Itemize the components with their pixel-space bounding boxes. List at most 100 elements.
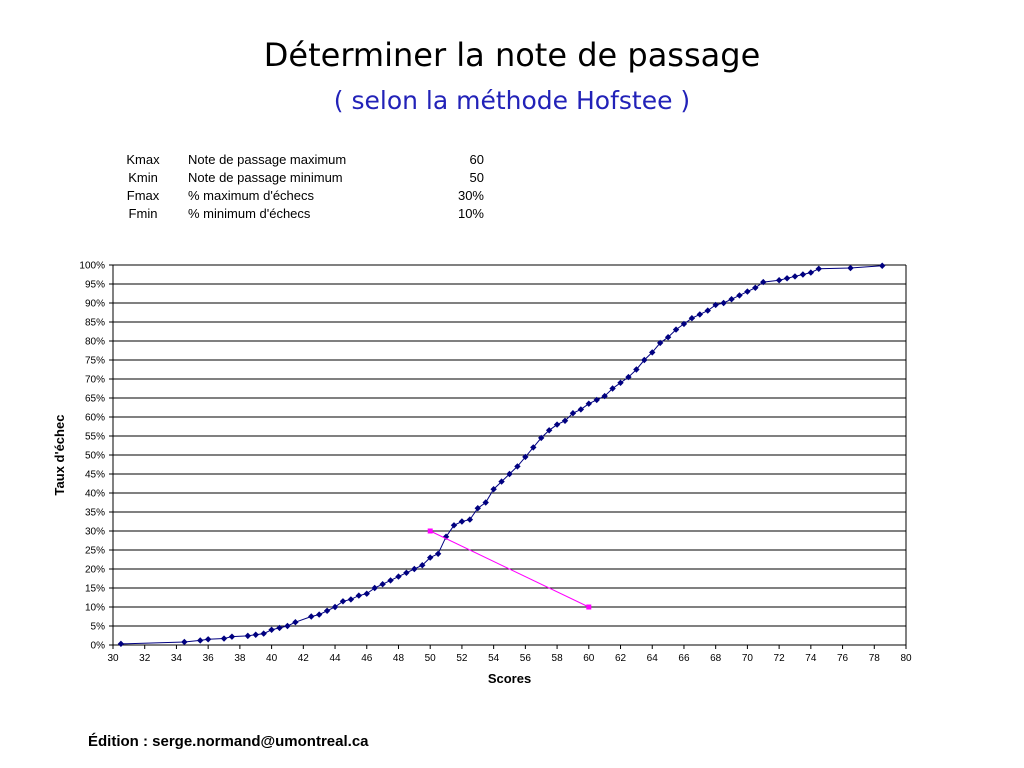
- data-point: [696, 311, 704, 318]
- data-point: [783, 275, 791, 282]
- parameter-abbr: Fmin: [128, 206, 158, 221]
- y-tick-label: 90%: [85, 299, 105, 310]
- parameter-abbr: Kmax: [126, 152, 160, 167]
- data-point: [228, 633, 236, 640]
- x-tick-label: 74: [805, 653, 817, 664]
- hofstee-chart: 0% 5% 10% 15% 20% 25% 30% 35% 40% 45% 50% 55% 60% 65%…: [52, 261, 912, 687]
- x-tick-label: 56: [520, 653, 532, 664]
- data-point: [466, 516, 474, 523]
- x-tick-label: 64: [647, 653, 659, 664]
- data-point: [847, 264, 854, 272]
- data-point: [760, 278, 767, 286]
- parameter-label: Note de passage maximum: [188, 152, 347, 167]
- data-point: [609, 385, 616, 392]
- data-point: [688, 315, 696, 322]
- data-point: [791, 273, 799, 280]
- data-point: [411, 565, 418, 573]
- data-point: [680, 320, 688, 328]
- data-point: [633, 366, 640, 373]
- data-point: [474, 505, 481, 512]
- data-point: [434, 550, 442, 557]
- data-point: [656, 339, 664, 347]
- data-point: [522, 453, 529, 461]
- data-point: [355, 592, 363, 599]
- data-point: [545, 427, 553, 434]
- data-point: [427, 554, 434, 561]
- parameters-table: Kmax Note de passage maximum 60 Kmin Not…: [110, 151, 484, 223]
- data-point: [458, 518, 466, 525]
- data-point: [617, 379, 624, 386]
- x-tick-label: 32: [139, 653, 151, 664]
- y-tick-label: 40%: [85, 489, 105, 500]
- parameter-label: % maximum d'échecs: [188, 188, 315, 203]
- data-point: [649, 349, 656, 356]
- data-point: [387, 577, 394, 584]
- y-tick-label: 0%: [91, 641, 106, 652]
- y-tick-label: 30%: [85, 527, 105, 538]
- parameter-row-fmin: Fmin % minimum d'échecs 10%: [110, 205, 484, 223]
- y-tick-label: 15%: [85, 584, 105, 595]
- x-tick-label: 66: [678, 653, 690, 664]
- parameter-label: Note de passage minimum: [188, 170, 343, 185]
- data-point: [117, 640, 125, 648]
- parameter-abbr: Fmax: [126, 188, 160, 203]
- y-tick-label: 5%: [91, 622, 106, 633]
- data-point: [775, 277, 783, 284]
- x-tick-label: 48: [393, 653, 405, 664]
- parameter-row-fmax: Fmax % maximum d'échecs 30%: [110, 187, 484, 205]
- data-point: [736, 292, 743, 299]
- x-tick-label: 62: [615, 653, 627, 664]
- data-point: [744, 288, 751, 295]
- data-point: [799, 271, 807, 278]
- parameter-value: 10%: [457, 206, 484, 221]
- x-tick-label: 42: [298, 653, 310, 664]
- data-point: [538, 434, 545, 442]
- x-axis-label: Scores: [488, 671, 531, 686]
- data-point: [371, 584, 378, 592]
- data-point: [395, 573, 402, 580]
- data-point: [244, 632, 252, 640]
- parameter-value: 60: [469, 152, 484, 167]
- x-tick-label: 46: [361, 653, 373, 664]
- data-point: [490, 486, 497, 493]
- data-point: [641, 356, 648, 364]
- data-point: [323, 607, 331, 614]
- data-point: [530, 444, 537, 451]
- data-point: [664, 334, 672, 341]
- data-point: [197, 637, 204, 644]
- data-point: [292, 619, 299, 626]
- y-tick-label: 80%: [85, 337, 105, 348]
- y-tick-label: 10%: [85, 603, 105, 614]
- x-tick-label: 50: [425, 653, 437, 664]
- x-tick-label: 44: [329, 653, 341, 664]
- x-tick-label: 72: [774, 653, 786, 664]
- parameter-value: 30%: [457, 188, 484, 203]
- y-tick-label: 95%: [85, 280, 105, 291]
- slide-subtitle: ( selon la méthode Hofstee ): [333, 86, 691, 115]
- y-tick-label: 20%: [85, 565, 105, 576]
- y-axis-label: Taux d'échec: [52, 415, 67, 496]
- y-tick-label: 45%: [85, 470, 105, 481]
- y-tick-label: 75%: [85, 356, 105, 367]
- data-point: [704, 307, 711, 314]
- y-tick-label: 50%: [85, 451, 105, 462]
- y-tick-label: 25%: [85, 546, 105, 557]
- x-tick-label: 38: [234, 653, 246, 664]
- slide-title: Déterminer la note de passage: [263, 36, 761, 74]
- data-point: [625, 373, 632, 381]
- series-line-1: [429, 530, 590, 608]
- data-point: [506, 470, 513, 478]
- data-point: [482, 499, 489, 506]
- data-point: [712, 301, 719, 309]
- data-point: [181, 638, 188, 646]
- data-point: [220, 635, 228, 642]
- data-point: [347, 596, 355, 603]
- x-tick-label: 80: [900, 653, 912, 664]
- parameter-row-kmin: Kmin Note de passage minimum 50: [110, 169, 484, 187]
- hofstee-point: [586, 604, 592, 610]
- data-point: [728, 296, 735, 303]
- x-tick-label: 68: [710, 653, 722, 664]
- y-tick-label: 65%: [85, 394, 105, 405]
- data-point: [514, 463, 521, 470]
- data-point: [593, 396, 600, 404]
